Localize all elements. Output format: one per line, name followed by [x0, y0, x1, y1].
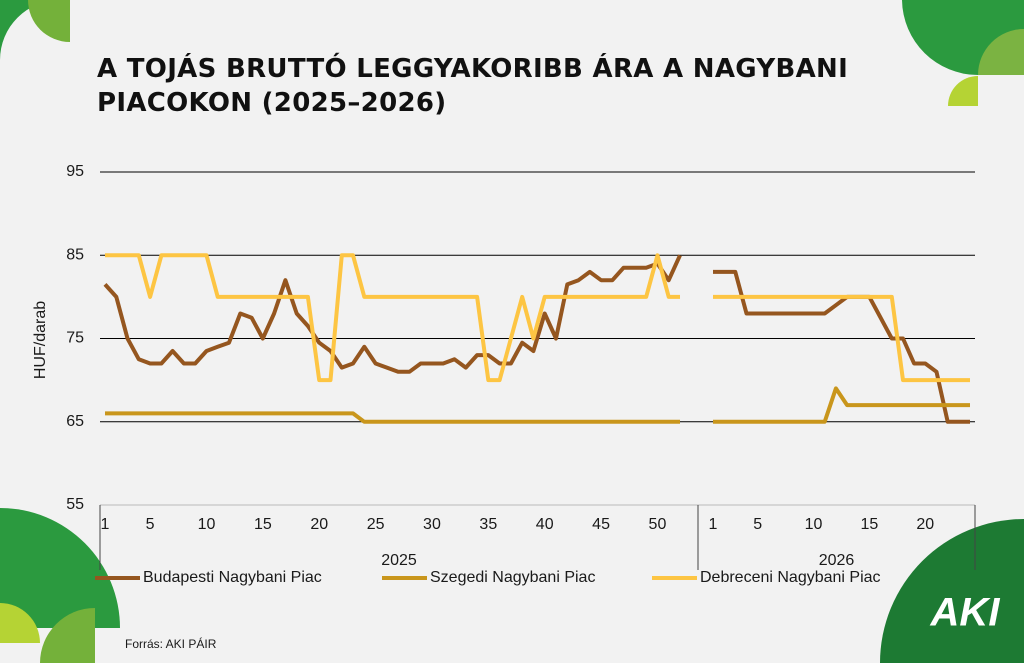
y-tick-label: 65	[66, 413, 84, 430]
legend-label: Budapesti Nagybani Piac	[143, 569, 322, 586]
x-tick-label: 45	[592, 516, 610, 533]
x-tick-label: 15	[861, 516, 879, 533]
x-tick-label: 30	[423, 516, 441, 533]
x-tick-label: 10	[805, 516, 823, 533]
x-tick-label: 20	[916, 516, 934, 533]
y-tick-label: 95	[66, 163, 84, 180]
legend-label: Szegedi Nagybani Piac	[430, 569, 595, 586]
legend-label: Debreceni Nagybani Piac	[700, 569, 881, 586]
logo: AKI	[930, 591, 1001, 635]
series-line	[105, 411, 680, 424]
x-tick-label: 1	[101, 516, 110, 533]
x-tick-label: 25	[367, 516, 385, 533]
series-line	[713, 269, 970, 424]
y-tick-label: 75	[66, 330, 84, 347]
y-tick-label: 55	[66, 496, 84, 513]
group-label: 2025	[381, 552, 417, 569]
x-tick-label: 15	[254, 516, 272, 533]
x-tick-label: 35	[479, 516, 497, 533]
group-label: 2026	[819, 552, 855, 569]
y-axis-label: HUF/darab	[32, 301, 49, 379]
x-tick-label: 5	[753, 516, 762, 533]
chart-title: A TOJÁS BRUTTÓ LEGGYAKORIBB ÁRA A NAGYBA…	[97, 54, 849, 118]
series-line	[713, 294, 970, 383]
x-tick-label: 10	[198, 516, 216, 533]
y-tick-label: 85	[66, 246, 84, 263]
x-tick-label: 50	[649, 516, 667, 533]
source: Forrás: AKI PÁIR	[125, 636, 217, 651]
x-tick-label: 5	[146, 516, 155, 533]
series-line	[105, 253, 680, 383]
x-tick-label: 20	[310, 516, 328, 533]
x-tick-label: 40	[536, 516, 554, 533]
series-line	[713, 386, 970, 424]
x-tick-label: 1	[709, 516, 718, 533]
series-line	[103, 254, 682, 374]
